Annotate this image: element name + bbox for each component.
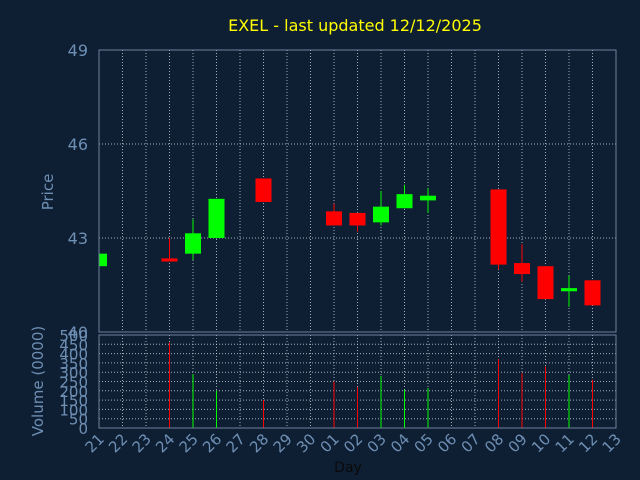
volume-y-tick-label: 300 (59, 364, 88, 382)
candle-body (349, 212, 366, 226)
candlesticks (98, 178, 601, 307)
chart-title: EXEL - last updated 12/12/2025 (228, 16, 482, 35)
price-y-tick-labels: 40 43 46 49 (68, 41, 88, 342)
volume-y-tick-label: 0 (78, 420, 88, 438)
candle-body (396, 194, 413, 209)
price-y-axis-label: Price (39, 174, 57, 211)
volume-y-tick-label: 150 (59, 392, 88, 410)
volume-y-tick-label: 500 (59, 327, 88, 345)
price-frame (98, 49, 617, 333)
candle (537, 266, 554, 300)
volume-y-tick-label: 50 (69, 411, 88, 429)
candle-body (99, 253, 107, 267)
x-tick-labels: 2122232425262728293001020304050607080910… (82, 430, 625, 456)
price-y-tick-label: 46 (68, 135, 88, 154)
candle-body (420, 195, 436, 201)
volume-frame (98, 334, 617, 429)
volume-y-tick-label: 450 (59, 336, 88, 354)
volume-y-tick-label: 250 (59, 374, 88, 392)
candle-body (185, 233, 201, 254)
candle-body (161, 258, 178, 262)
candle-body (490, 189, 507, 265)
candle-body (255, 178, 272, 202)
candle-body (326, 211, 342, 226)
volume-y-axis-label: Volume (0000) (29, 326, 47, 436)
candle (396, 184, 413, 209)
price-y-tick-label: 40 (68, 323, 88, 342)
candle-body (537, 266, 554, 300)
candle-body (373, 206, 389, 223)
candle (185, 219, 201, 260)
candle-body (208, 198, 225, 238)
volume-y-tick-label: 350 (59, 355, 88, 373)
candle (584, 280, 601, 306)
candle (373, 191, 389, 226)
candle (561, 275, 577, 307)
candle (490, 189, 507, 270)
price-y-tick-label: 43 (68, 229, 88, 248)
candle (98, 253, 107, 267)
candle (420, 187, 436, 213)
candle-body (514, 263, 530, 275)
volume-bars (169, 342, 593, 428)
candle (514, 244, 530, 282)
volume-y-tick-label: 200 (59, 383, 88, 401)
candle (255, 178, 272, 202)
price-y-tick-label: 49 (68, 41, 88, 60)
candle (208, 198, 225, 238)
x-axis-label: Day (334, 460, 362, 476)
candle (349, 212, 366, 232)
candle (326, 203, 342, 226)
volume-y-tick-label: 400 (59, 346, 88, 364)
price-panel: 40 43 46 49 Price (39, 41, 617, 342)
candle-body (584, 280, 601, 306)
volume-y-tick-label: 100 (59, 401, 88, 419)
candle (161, 238, 178, 262)
candle-body (561, 288, 577, 292)
